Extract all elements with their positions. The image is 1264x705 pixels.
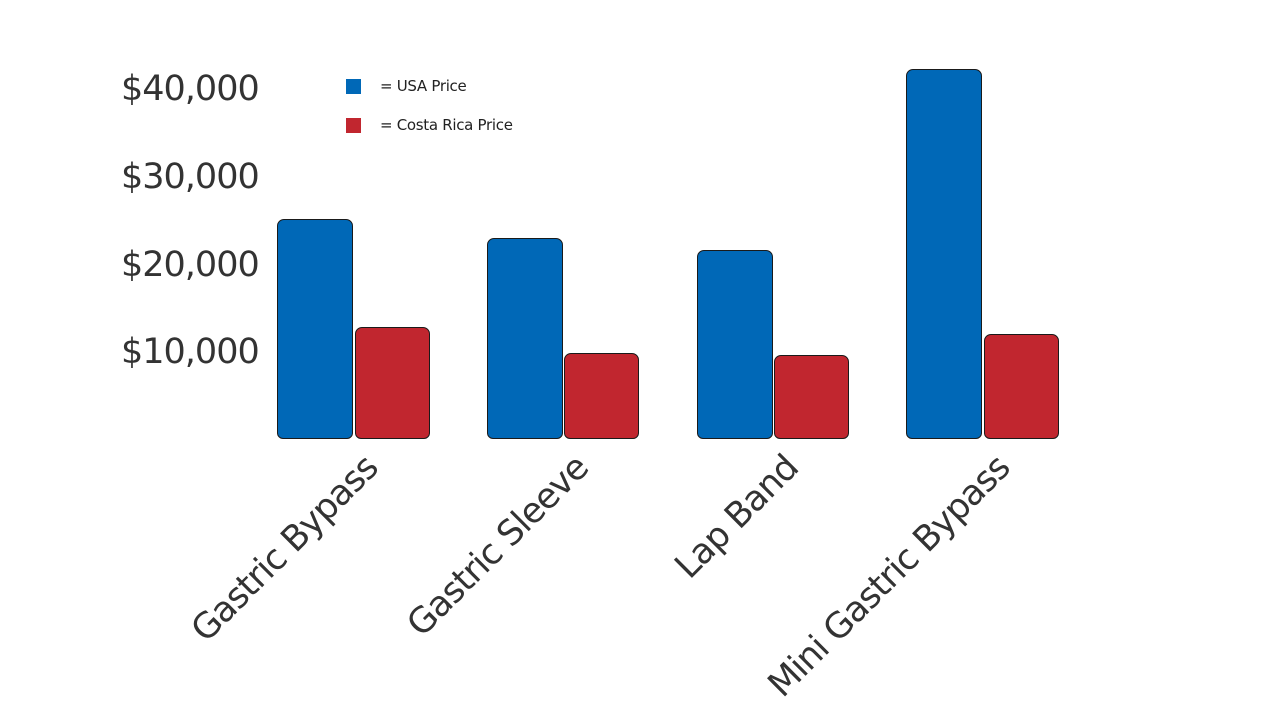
- x-label-gastric-bypass: Gastric Bypass: [183, 447, 387, 651]
- legend-swatch-costa-rica-icon: [346, 117, 361, 133]
- legend-item-usa: = USA Price: [346, 76, 513, 96]
- bar-gastric-sleeve-costa-rica: [564, 353, 639, 439]
- legend-swatch-usa-icon: [346, 78, 361, 94]
- y-tick-30000: $30,000: [121, 157, 260, 197]
- legend-label-costa-rica: = Costa Rica Price: [380, 116, 513, 134]
- legend-label-usa: = USA Price: [380, 77, 467, 95]
- y-tick-20000: $20,000: [121, 245, 260, 285]
- bar-lap-band-usa: [697, 250, 773, 439]
- x-label-lap-band: Lap Band: [667, 447, 807, 587]
- x-label-mini-gastric-bypass: Mini Gastric Bypass: [760, 447, 1018, 705]
- y-tick-10000: $10,000: [121, 332, 260, 372]
- legend-item-costa-rica: = Costa Rica Price: [346, 115, 513, 135]
- bar-lap-band-costa-rica: [774, 355, 849, 439]
- x-label-gastric-sleeve: Gastric Sleeve: [399, 447, 597, 645]
- bar-mini-gastric-bypass-usa: [906, 69, 982, 439]
- bar-gastric-bypass-costa-rica: [355, 327, 430, 439]
- y-tick-40000: $40,000: [121, 69, 260, 109]
- bar-gastric-bypass-usa: [277, 219, 353, 439]
- bar-gastric-sleeve-usa: [487, 238, 563, 439]
- bar-mini-gastric-bypass-costa-rica: [984, 334, 1059, 439]
- legend: = USA Price = Costa Rica Price: [346, 76, 513, 154]
